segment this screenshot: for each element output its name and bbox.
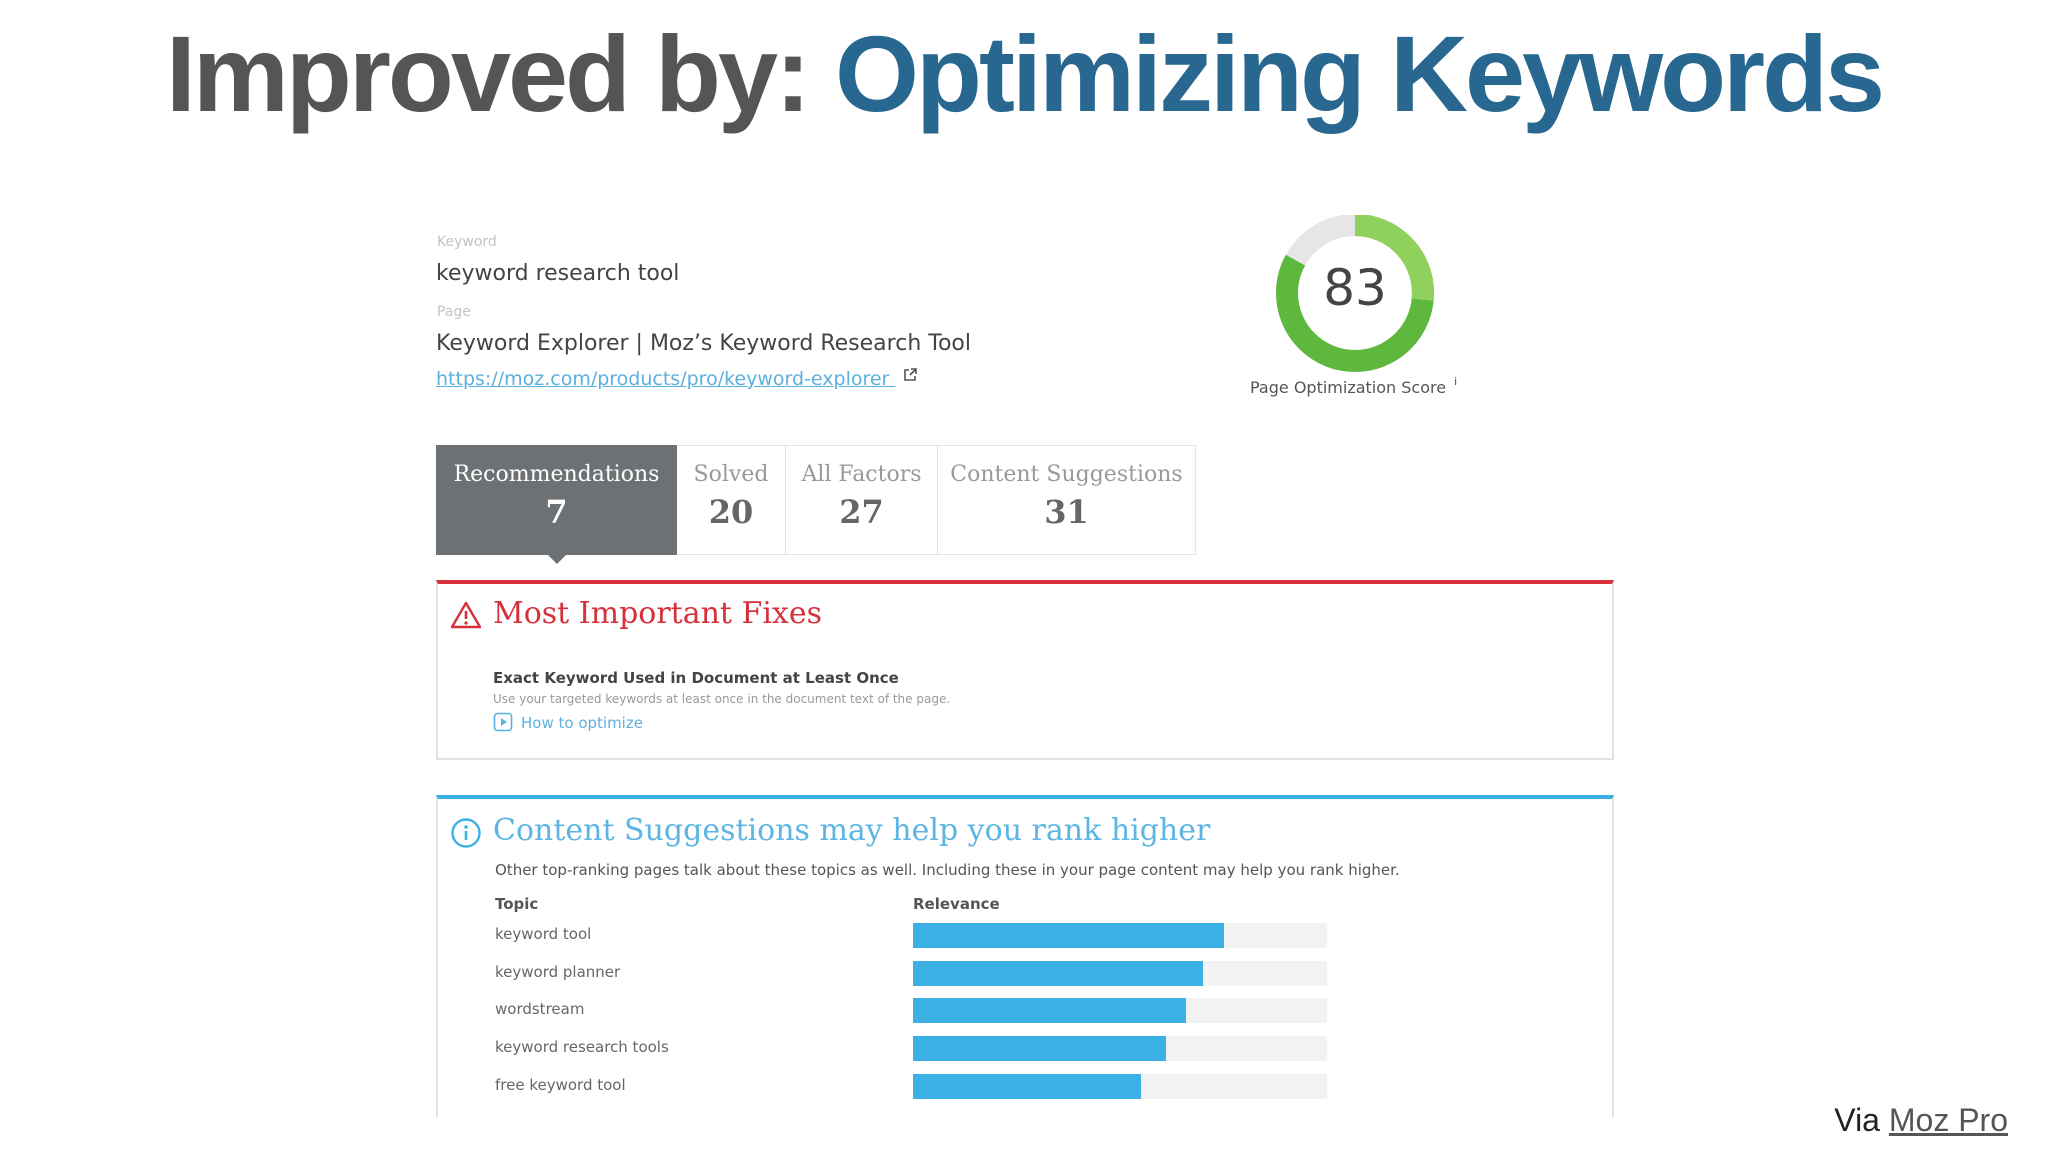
fix-heading: Exact Keyword Used in Document at Least … — [493, 669, 899, 687]
topic-name: free keyword tool — [495, 1076, 626, 1094]
score-ring — [1276, 215, 1434, 372]
score-label-text: Page Optimization Score — [1250, 378, 1447, 397]
source-credit: Via Moz Pro — [1834, 1102, 2008, 1139]
tab-label: All Factors — [801, 462, 922, 487]
topic-row: keyword tool — [495, 921, 1395, 951]
keyword-value: keyword research tool — [436, 261, 680, 286]
topic-column-header: Topic — [495, 895, 539, 913]
topic-row: keyword research tools — [495, 1034, 1395, 1064]
tab-content-suggestions[interactable]: Content Suggestions 31 — [938, 445, 1196, 555]
topic-name: keyword tool — [495, 925, 592, 943]
suggestions-title: Content Suggestions may help you rank hi… — [493, 813, 1211, 848]
moz-pro-link[interactable]: Moz Pro — [1888, 1102, 2008, 1138]
slide-title: Improved by: Optimizing Keywords — [0, 14, 2048, 134]
tab-label: Content Suggestions — [950, 462, 1183, 487]
relevance-bar — [913, 1036, 1166, 1061]
relevance-bar-track — [913, 998, 1327, 1023]
info-icon — [450, 817, 482, 853]
content-suggestions-panel: Content Suggestions may help you rank hi… — [436, 795, 1614, 1117]
relevance-bar-track — [913, 1036, 1327, 1061]
score-label: Page Optimization Score i — [1250, 375, 1457, 397]
tab-label: Recommendations — [453, 462, 660, 487]
page-url-text[interactable]: https://moz.com/products/pro/keyword-exp… — [436, 368, 890, 390]
page-url-link[interactable]: https://moz.com/products/pro/keyword-exp… — [436, 365, 918, 390]
relevance-bar — [913, 1074, 1141, 1099]
title-highlight: Optimizing Keywords — [835, 13, 1885, 134]
fix-description: Use your targeted keywords at least once… — [493, 692, 951, 706]
recommendation-tabs: Recommendations 7 Solved 20 All Factors … — [436, 445, 1196, 564]
relevance-bar — [913, 961, 1203, 986]
score-info-icon[interactable]: i — [1454, 375, 1458, 388]
tab-label: Solved — [693, 462, 769, 487]
tab-all-factors[interactable]: All Factors 27 — [786, 445, 938, 555]
topic-row: free keyword tool — [495, 1072, 1395, 1102]
page-label: Page — [437, 304, 471, 320]
keyword-label: Keyword — [437, 234, 497, 250]
topic-name: keyword planner — [495, 963, 621, 981]
warning-icon — [450, 600, 482, 634]
topic-name: wordstream — [495, 1000, 585, 1018]
topic-name: keyword research tools — [495, 1038, 669, 1056]
tab-count: 20 — [708, 493, 754, 531]
relevance-column-header: Relevance — [913, 895, 1000, 913]
play-icon[interactable] — [493, 712, 513, 736]
external-link-icon[interactable] — [903, 365, 918, 387]
tab-count: 27 — [839, 493, 884, 531]
score-value: 83 — [1323, 259, 1387, 317]
tab-count: 7 — [545, 493, 568, 531]
credit-prefix: Via — [1834, 1102, 1880, 1138]
how-to-optimize-link[interactable]: How to optimize — [493, 712, 643, 736]
tab-count: 31 — [1044, 493, 1089, 531]
topic-row: wordstream — [495, 996, 1395, 1026]
moz-pro-screenshot: Keyword keyword research tool Page Keywo… — [420, 215, 1640, 1117]
tab-recommendations[interactable]: Recommendations 7 — [436, 445, 677, 564]
most-important-fixes-panel: Most Important Fixes Exact Keyword Used … — [436, 580, 1614, 760]
page-title: Keyword Explorer | Moz’s Keyword Researc… — [436, 331, 971, 356]
relevance-bar-track — [913, 1074, 1327, 1099]
suggestions-description: Other top-ranking pages talk about these… — [495, 861, 1400, 879]
score-arc-highlight — [1276, 215, 1434, 372]
tab-solved[interactable]: Solved 20 — [677, 445, 786, 555]
how-to-optimize-text[interactable]: How to optimize — [521, 714, 643, 732]
relevance-bar — [913, 923, 1224, 948]
relevance-bar — [913, 998, 1187, 1023]
fixes-title: Most Important Fixes — [493, 596, 823, 631]
relevance-bar-track — [913, 961, 1327, 986]
title-prefix: Improved by: — [165, 13, 811, 134]
topic-row: keyword planner — [495, 959, 1395, 989]
relevance-bar-track — [913, 923, 1327, 948]
active-tab-pointer — [547, 554, 567, 564]
